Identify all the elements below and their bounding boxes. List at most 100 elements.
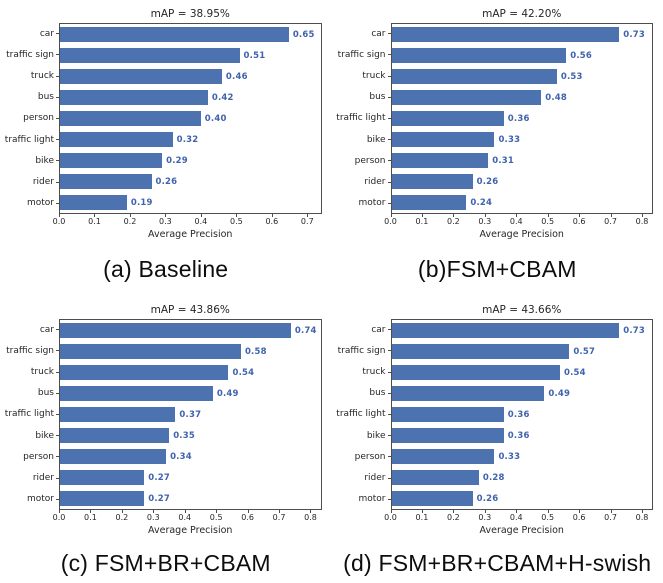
x-tick-mark	[307, 214, 309, 217]
bar	[60, 427, 170, 444]
bar	[60, 385, 213, 402]
x-tick-mark	[421, 510, 423, 513]
bar	[60, 406, 176, 423]
bar-value-label: 0.73	[623, 29, 646, 40]
category-label: person	[354, 451, 386, 462]
category-label: car	[39, 324, 54, 335]
bar	[391, 385, 545, 402]
bar	[391, 194, 467, 211]
bar-value-label: 0.26	[476, 176, 499, 187]
x-tick-mark	[94, 214, 96, 217]
bar	[391, 131, 495, 148]
x-tick-label: 0.2	[446, 217, 460, 226]
y-tick-mark	[387, 202, 391, 204]
y-tick-label: bus	[0, 87, 59, 108]
panel-caption-d: (d) FSM+BR+CBAM+H-swish	[343, 550, 652, 576]
bar-row: 0.48	[391, 87, 653, 108]
bar-row: 0.31	[391, 150, 653, 171]
y-tick-label: truck	[0, 361, 59, 382]
bar-value-label: 0.33	[498, 451, 521, 462]
x-tick-mark	[484, 214, 486, 217]
x-tick-label: 0.6	[241, 513, 254, 522]
bar-row: 0.32	[60, 129, 321, 150]
bar-row: 0.24	[391, 192, 653, 213]
y-tick-mark	[56, 392, 59, 394]
plot-area: 0.73 0.57 0.54 0.49 0.36 0.36 0.33 0.28 0.26	[390, 319, 653, 510]
bar-value-label: 0.58	[244, 346, 267, 357]
x-tick-label: 0.6	[572, 217, 586, 226]
plot-column: 0.73 0.57 0.54 0.49 0.36 0.36 0.33 0.28 0.26 0.0…	[384, 319, 653, 538]
x-tick-label: 0.5	[541, 513, 555, 522]
x-tick-mark	[547, 214, 549, 217]
y-tick-label: truck	[332, 361, 391, 382]
x-tick-mark	[641, 214, 643, 217]
bar	[391, 110, 504, 127]
x-tick-label: 0.2	[123, 217, 137, 226]
category-label: traffic light	[336, 113, 386, 124]
plot-column: 0.73 0.56 0.53 0.48 0.36 0.33 0.31 0.26 0.24 0.0…	[384, 23, 654, 242]
y-tick-mark	[56, 498, 59, 500]
bar	[391, 89, 542, 106]
bar-value-label: 0.36	[507, 409, 530, 420]
y-tick-label: traffic sign	[332, 340, 391, 361]
bar-row: 0.37	[60, 404, 321, 425]
bar	[391, 406, 504, 423]
bar	[60, 343, 241, 360]
bar-value-label: 0.37	[179, 409, 202, 420]
y-tick-label: traffic light	[332, 108, 391, 129]
x-tick-mark	[390, 510, 392, 513]
category-label: traffic light	[4, 409, 54, 420]
bar-row: 0.19	[60, 192, 321, 213]
y-tick-mark	[387, 477, 391, 479]
bar-row: 0.26	[391, 488, 653, 509]
x-axis: 0.0 0.1 0.2 0.3 0.4 0.5 0.6 0.7 0.8	[384, 214, 654, 229]
y-tick-label: traffic light	[332, 404, 391, 425]
x-tick-label: 0.2	[115, 513, 129, 522]
x-axis-label: Average Precision	[148, 525, 233, 536]
y-axis: car traffic sign truck bus person traffic lig…	[0, 23, 59, 214]
bar	[60, 448, 167, 465]
bar	[60, 47, 240, 64]
category-label: motor	[26, 198, 54, 209]
category-label: rider	[32, 473, 54, 484]
bar-row: 0.33	[391, 129, 653, 150]
bar	[60, 131, 173, 148]
x-tick-mark	[165, 214, 167, 217]
y-axis: car traffic sign truck bus traffic light bike…	[332, 23, 391, 214]
y-tick-mark	[387, 54, 391, 56]
category-label: person	[354, 155, 386, 166]
bar-value-label: 0.42	[211, 92, 234, 103]
x-tick-mark	[390, 214, 392, 217]
y-tick-label: traffic sign	[0, 340, 59, 361]
x-tick-mark	[453, 510, 455, 513]
bar-row: 0.36	[391, 404, 653, 425]
x-tick-mark	[59, 214, 60, 217]
bar-row: 0.73	[391, 320, 653, 341]
bar-value-label: 0.24	[470, 197, 493, 208]
x-tick-mark	[641, 510, 643, 513]
bar-chart-fsm-cbam: mAP = 42.20% car traffic sign truck bus traf…	[332, 0, 663, 242]
y-tick-mark	[56, 181, 59, 183]
category-label: bike	[366, 134, 386, 145]
bar-row: 0.57	[391, 341, 653, 362]
bar-value-label: 0.26	[476, 493, 499, 504]
y-tick-label: motor	[332, 193, 391, 214]
y-tick-label: bike	[0, 150, 59, 171]
x-tick-label: 0.1	[88, 217, 101, 226]
y-tick-mark	[387, 392, 391, 394]
bar-value-label: 0.31	[492, 155, 514, 166]
bar-chart-fsm-br-cbam-hswish: mAP = 43.66% car traffic sign truck bus traf…	[332, 296, 663, 538]
category-label: bus	[369, 388, 386, 399]
category-label: rider	[364, 177, 386, 188]
bar-value-label: 0.27	[148, 493, 170, 504]
y-tick-mark	[387, 498, 391, 500]
bar-value-label: 0.65	[292, 29, 315, 40]
y-tick-label: car	[0, 319, 59, 340]
category-label: car	[371, 324, 386, 335]
x-tick-label: 0.7	[604, 513, 617, 522]
x-tick-mark	[516, 510, 518, 513]
bar	[60, 194, 127, 211]
bar	[391, 343, 570, 360]
y-tick-label: truck	[332, 65, 391, 86]
y-tick-label: rider	[0, 172, 59, 193]
